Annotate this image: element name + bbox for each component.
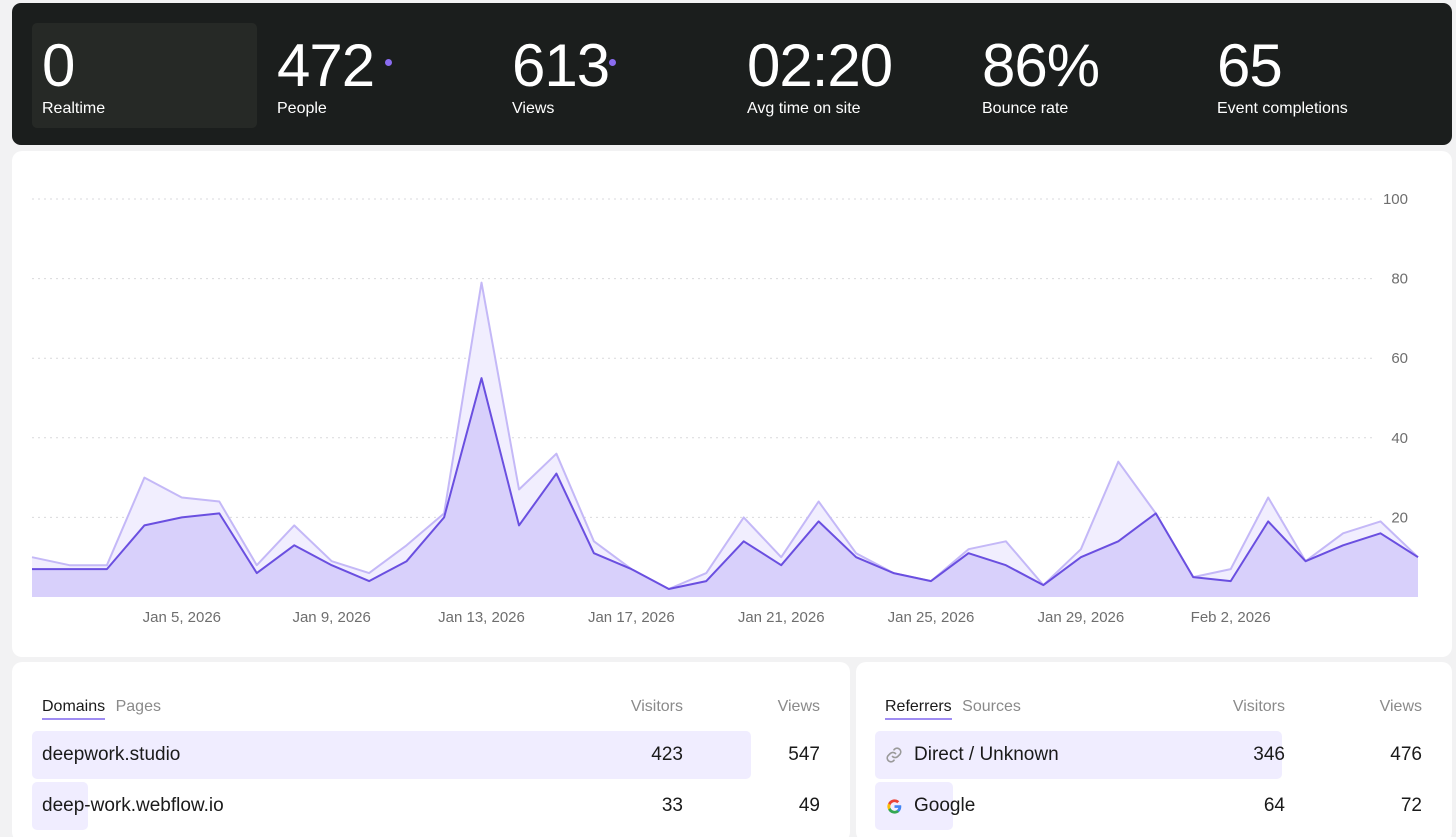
stat-realtime[interactable]: 0 Realtime	[32, 23, 257, 128]
row-visitors: 346	[1253, 744, 1285, 765]
stat-value: 0	[42, 32, 75, 99]
stat-views[interactable]: 613 Views	[502, 23, 727, 128]
table-row[interactable]: deepwork.studio 423 547	[12, 731, 850, 779]
y-tick-label: 100	[1383, 191, 1408, 208]
stat-people[interactable]: 472 People	[267, 23, 492, 128]
row-views: 72	[1400, 795, 1422, 816]
y-tick-label: 20	[1391, 509, 1408, 526]
tab-pages[interactable]: Pages	[115, 698, 161, 715]
table-row[interactable]: Direct / Unknown 346 476	[856, 731, 1452, 779]
x-tick-label: Jan 13, 2026	[438, 609, 525, 626]
x-tick-label: Jan 9, 2026	[292, 609, 370, 626]
table-row[interactable]: deep-work.webflow.io 33 49	[12, 782, 850, 830]
referrers-panel: Referrers Sources Visitors Views Direct …	[856, 662, 1452, 837]
stat-bounce-rate[interactable]: 86% Bounce rate	[972, 23, 1197, 128]
row-views: 49	[798, 795, 820, 816]
x-tick-label: Jan 5, 2026	[143, 609, 221, 626]
stat-avg-time[interactable]: 02:20 Avg time on site	[737, 23, 962, 128]
stat-value: 86%	[982, 32, 1100, 99]
stat-value: 472	[277, 32, 375, 99]
column-header-visitors[interactable]: Visitors	[630, 698, 683, 715]
series-area-visitors	[32, 378, 1418, 597]
table-row[interactable]: Google 64 72	[856, 782, 1452, 830]
column-header-views[interactable]: Views	[777, 698, 820, 715]
column-header-views[interactable]: Views	[1379, 698, 1422, 715]
x-tick-label: Jan 25, 2026	[888, 609, 975, 626]
row-visitors: 64	[1263, 795, 1285, 816]
stat-value: 02:20	[747, 32, 893, 99]
column-header-visitors[interactable]: Visitors	[1232, 698, 1285, 715]
referrers-tabs: Referrers Sources	[885, 698, 1027, 720]
stat-event-completions[interactable]: 65 Event completions	[1207, 23, 1432, 128]
link-icon	[884, 745, 904, 765]
share-bar	[32, 731, 751, 779]
stat-label: Bounce rate	[982, 100, 1069, 117]
stats-bar: 0 Realtime 472 People 613 Views 02:20 Av…	[12, 3, 1452, 145]
x-tick-label: Jan 21, 2026	[738, 609, 825, 626]
y-tick-label: 40	[1391, 430, 1408, 447]
y-tick-label: 80	[1391, 271, 1408, 288]
stat-label: Event completions	[1217, 100, 1348, 117]
series-line-visitors	[32, 377, 1419, 590]
row-views: 547	[788, 744, 820, 765]
row-name: Google	[914, 795, 976, 816]
row-visitors: 33	[661, 795, 683, 816]
stat-value: 613	[512, 32, 610, 99]
domains-panel: Domains Pages Visitors Views deepwork.st…	[12, 662, 850, 837]
x-tick-label: Jan 17, 2026	[588, 609, 675, 626]
row-name: Direct / Unknown	[914, 744, 1059, 765]
stat-label: Realtime	[42, 100, 106, 117]
stat-label: People	[277, 100, 327, 117]
share-bar	[875, 731, 1282, 779]
row-visitors: 423	[651, 744, 683, 765]
stat-label: Views	[512, 100, 555, 117]
stat-label: Avg time on site	[747, 100, 861, 117]
y-tick-label: 60	[1391, 350, 1408, 367]
tab-sources[interactable]: Sources	[962, 698, 1021, 715]
tab-domains[interactable]: Domains	[42, 698, 106, 720]
x-tick-label: Jan 29, 2026	[1037, 609, 1124, 626]
row-name: deepwork.studio	[42, 744, 181, 765]
row-views: 476	[1390, 744, 1422, 765]
share-bar	[32, 782, 88, 830]
row-name: deep-work.webflow.io	[42, 795, 224, 816]
series-dot-icon	[385, 59, 392, 66]
chart-card: 20 40 60 80 100 Jan 5, 2026 Jan 9, 2026 Jan 13,…	[12, 151, 1452, 657]
area-chart[interactable]: 20 40 60 80 100 Jan 5, 2026 Jan 9, 2026 Jan 13,…	[12, 151, 1452, 657]
stat-value: 65	[1217, 32, 1283, 99]
domains-tabs: Domains Pages	[42, 698, 167, 720]
series-dot-icon	[609, 59, 616, 66]
google-icon	[884, 796, 904, 816]
tab-referrers[interactable]: Referrers	[885, 698, 952, 720]
x-tick-label: Feb 2, 2026	[1191, 609, 1271, 626]
